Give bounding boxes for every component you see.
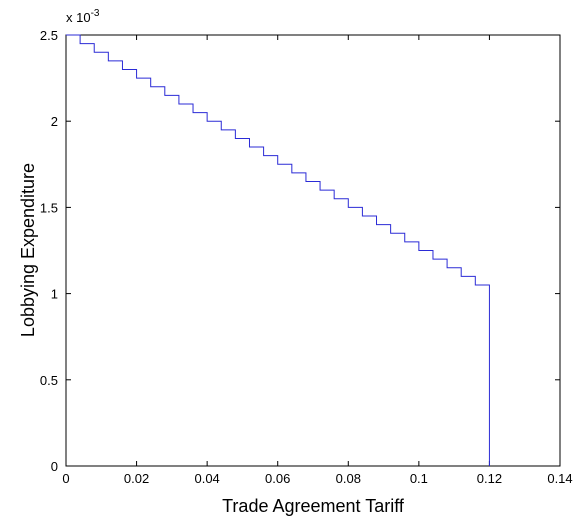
x-tick-label: 0.06 [265,471,290,486]
y-axis-title: Lobbying Expenditure [18,163,38,337]
y-multiplier: x 10-3 [66,8,100,25]
x-tick-label: 0.04 [194,471,219,486]
tick-labels: 0 0.02 0.04 0.06 0.08 0.1 0.12 0.14 0 0.5 1 1.5 2 2.5 [40,28,573,486]
x-tick-label: 0.02 [124,471,149,486]
y-tick-label: 1.5 [40,200,58,215]
x-tick-label: 0.12 [477,471,502,486]
y-tick-label: 0 [51,459,58,474]
x-axis-title: Trade Agreement Tariff [222,496,405,516]
series-layer [66,34,490,466]
y-tick-label: 2.5 [40,28,58,43]
plot-area [65,34,561,467]
y-multiplier-exponent: -3 [91,8,100,19]
x-tick-label: 0.14 [547,471,572,486]
x-tick-label: 0 [62,471,69,486]
x-tick-label: 0.1 [410,471,428,486]
y-tick-label: 0.5 [40,373,58,388]
y-tick-label: 2 [51,114,58,129]
y-tick-label: 1 [51,287,58,302]
series-line [66,34,490,466]
x-tick-label: 0.08 [336,471,361,486]
